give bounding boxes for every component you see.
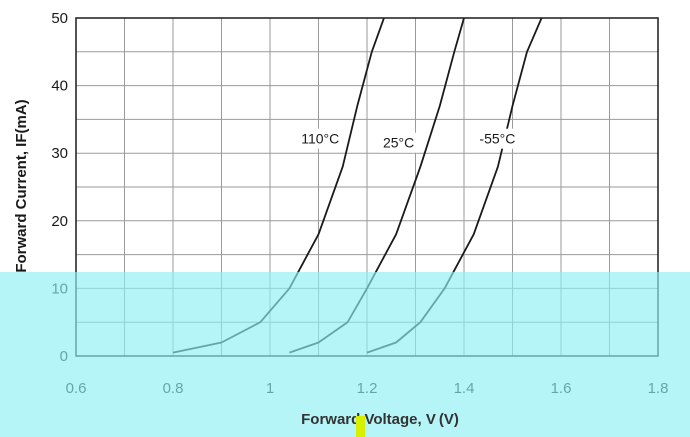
y-tick-label: 50 bbox=[51, 10, 68, 27]
cyan-overlay bbox=[0, 272, 690, 437]
series-label: 25°C bbox=[383, 135, 414, 151]
series-label-bg bbox=[378, 132, 419, 153]
x-axis-label: Forward Voltage, V (V) bbox=[301, 411, 459, 428]
y-tick-label: 30 bbox=[51, 145, 68, 162]
series-label-bg bbox=[297, 128, 346, 149]
series-label-bg bbox=[475, 128, 524, 149]
y-axis-label: Forward Current, IF(mA) bbox=[13, 99, 30, 272]
series-annotations: 110°C 25°C -55°C bbox=[297, 128, 524, 153]
series-label: 110°C bbox=[301, 131, 339, 147]
series-label: -55°C bbox=[479, 131, 515, 147]
y-tick-label: 20 bbox=[51, 213, 68, 230]
green-marker bbox=[356, 416, 365, 437]
y-tick-label: 40 bbox=[51, 78, 68, 95]
